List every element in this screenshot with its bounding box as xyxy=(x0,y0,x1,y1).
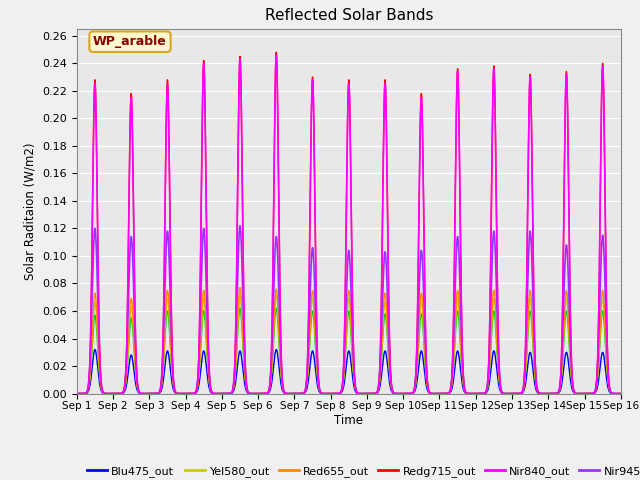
Nir840_out xyxy=(86,340,94,346)
Redg715_out xyxy=(310,161,318,167)
Nir945_out xyxy=(86,348,94,354)
Grn535_out xyxy=(516,391,524,396)
X-axis label: Time: Time xyxy=(334,414,364,427)
Yel580_out xyxy=(310,316,318,322)
Nir945_out xyxy=(260,391,268,396)
Red655_out xyxy=(617,391,625,396)
Nir840_out xyxy=(73,391,81,396)
Nir945_out xyxy=(193,381,201,386)
Blu475_out xyxy=(193,388,201,394)
Red655_out xyxy=(236,285,244,290)
Red655_out xyxy=(310,310,318,315)
Nir945_out xyxy=(617,391,625,396)
Nir840_out xyxy=(617,391,625,396)
Yel580_out xyxy=(73,391,81,396)
Blu475_out xyxy=(91,347,99,352)
Red655_out xyxy=(516,391,524,396)
Yel580_out xyxy=(86,368,94,373)
Nir945_out xyxy=(516,391,524,396)
Grn535_out xyxy=(193,386,201,392)
Blu475_out xyxy=(310,357,318,363)
Redg715_out xyxy=(86,340,94,346)
Redg715_out xyxy=(193,383,201,389)
Blu475_out xyxy=(73,391,81,396)
Grn535_out xyxy=(236,305,244,311)
Red655_out xyxy=(86,365,94,371)
Nir945_out xyxy=(310,276,318,282)
Grn535_out xyxy=(86,371,94,376)
Nir945_out xyxy=(73,391,81,396)
Nir840_out xyxy=(516,391,524,396)
Blu475_out xyxy=(260,391,268,396)
Line: Blu475_out: Blu475_out xyxy=(77,349,621,394)
Nir945_out xyxy=(236,223,244,228)
Red655_out xyxy=(108,391,116,396)
Blu475_out xyxy=(516,391,524,396)
Nir840_out xyxy=(108,391,116,396)
Line: Yel580_out: Yel580_out xyxy=(77,296,621,394)
Red655_out xyxy=(73,391,81,396)
Nir945_out xyxy=(108,391,116,396)
Nir840_out xyxy=(273,52,280,58)
Yel580_out xyxy=(260,391,268,396)
Redg715_out xyxy=(73,391,81,396)
Nir840_out xyxy=(310,163,318,168)
Redg715_out xyxy=(516,391,524,396)
Redg715_out xyxy=(260,391,268,396)
Nir840_out xyxy=(260,391,268,396)
Line: Nir840_out: Nir840_out xyxy=(77,55,621,394)
Redg715_out xyxy=(273,49,280,55)
Red655_out xyxy=(193,384,201,390)
Text: WP_arable: WP_arable xyxy=(93,35,167,48)
Redg715_out xyxy=(617,391,625,396)
Line: Grn535_out: Grn535_out xyxy=(77,308,621,394)
Blu475_out xyxy=(617,391,625,396)
Red655_out xyxy=(260,391,268,396)
Blu475_out xyxy=(108,391,116,396)
Blu475_out xyxy=(86,380,94,385)
Grn535_out xyxy=(310,326,318,332)
Grn535_out xyxy=(260,391,268,396)
Nir840_out xyxy=(193,383,201,389)
Yel580_out xyxy=(193,385,201,391)
Legend: Blu475_out, Grn535_out, Yel580_out, Red655_out, Redg715_out, Nir840_out, Nir945_: Blu475_out, Grn535_out, Yel580_out, Red6… xyxy=(83,461,640,480)
Grn535_out xyxy=(73,391,81,396)
Yel580_out xyxy=(617,391,625,396)
Grn535_out xyxy=(108,391,116,396)
Yel580_out xyxy=(108,391,116,396)
Yel580_out xyxy=(236,293,244,299)
Line: Nir945_out: Nir945_out xyxy=(77,226,621,394)
Y-axis label: Solar Raditaion (W/m2): Solar Raditaion (W/m2) xyxy=(24,143,36,280)
Line: Redg715_out: Redg715_out xyxy=(77,52,621,394)
Line: Red655_out: Red655_out xyxy=(77,288,621,394)
Yel580_out xyxy=(516,391,524,396)
Redg715_out xyxy=(108,391,116,396)
Title: Reflected Solar Bands: Reflected Solar Bands xyxy=(264,9,433,24)
Grn535_out xyxy=(617,391,625,396)
